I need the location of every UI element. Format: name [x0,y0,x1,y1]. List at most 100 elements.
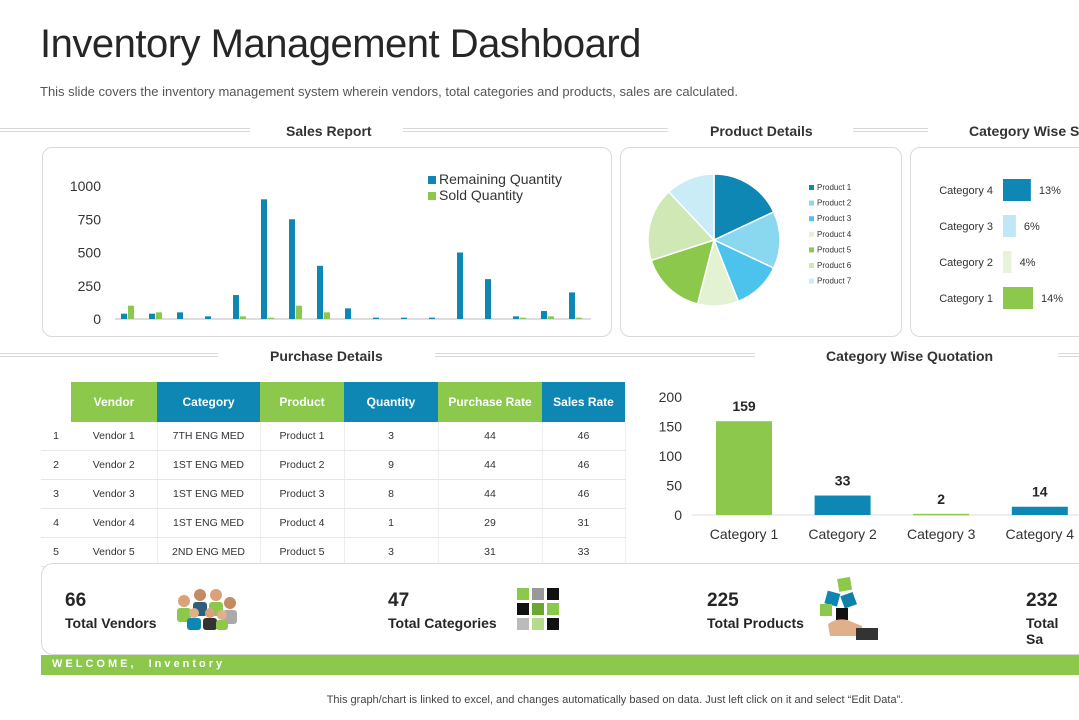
value-label: 13% [1039,185,1061,197]
bar-remaining [429,317,435,319]
table-cell: Vendor 2 [71,450,158,480]
category-label: Category 1 [939,293,993,305]
stat-value: 66 [65,590,87,611]
legend-swatch [809,278,814,284]
bar-remaining [205,316,211,319]
purchase-details-table: Vendor Category Product Quantity Purchase Ra… [41,382,626,567]
y-tick-label: 250 [78,278,102,294]
purchase-details-table-wrap: Vendor Category Product Quantity Purchase Ra… [41,382,626,567]
data-label: 14 [1032,484,1048,500]
product-details-heading: Product Details [710,123,813,139]
page-title: Inventory Management Dashboard [40,22,641,66]
table-cell: Vendor 1 [71,422,158,451]
row-index: 2 [41,450,71,480]
category-wise-sales-panel[interactable]: Category 4 13% Category 3 6% Category 2 4% Cat… [910,147,1079,337]
table-cell: 3 [344,422,439,451]
value-label: 6% [1024,221,1040,233]
table-cell: 44 [438,422,543,451]
bar-remaining [317,265,323,319]
legend-swatch [809,263,814,268]
column-header[interactable]: Sales Rate [542,382,625,422]
pie-slice [712,210,781,270]
pie-slice [713,173,775,242]
stat-vendors: 66 Total Vendors [65,590,157,631]
table-row[interactable]: 3 Vendor 3 1ST ENG MED Product 3 8 44 46 [41,479,626,509]
y-tick-label: 50 [666,478,682,494]
column-header[interactable]: Product [260,382,344,422]
people-group-icon [177,589,237,630]
category-wise-sales-heading: Category Wise Sa [969,123,1079,139]
category-bar [1003,215,1016,237]
category-label: Category 2 [939,257,993,269]
legend-label: Product 7 [817,277,852,286]
column-header[interactable]: Purchase Rate [438,382,542,422]
legend-label: Product 3 [817,214,852,223]
column-header[interactable]: Category [157,382,260,422]
category-label: Category 2 [808,526,877,542]
column-header[interactable]: Quantity [344,382,438,422]
product-details-panel[interactable]: Product 1 Product 2 Product 3 Product 4 Prod… [620,147,902,337]
category-bar [1003,179,1031,201]
sales-report-panel[interactable]: 1000 750 500 250 0 Remaining Quantity Sold Qua… [42,147,612,337]
bar-remaining [513,316,519,319]
table-cell: Vendor 4 [71,508,158,538]
stat-label: Total Categories [388,615,497,631]
bar-remaining [401,317,407,319]
stat-categories: 47 Total Categories [388,590,497,631]
pie-slice [647,190,716,262]
welcome-text: WELCOME, Inventory [52,658,226,670]
quotation-bar [814,495,871,515]
table-row[interactable]: 1 Vendor 1 7TH ENG MED Product 1 3 44 46 [41,422,626,451]
value-label: 4% [1020,257,1036,269]
legend-label: Product 6 [817,261,852,270]
y-tick-label: 750 [78,211,102,227]
table-cell: Product 4 [260,508,345,538]
table-row[interactable]: 2 Vendor 2 1ST ENG MED Product 2 9 44 46 [41,450,626,480]
table-cell: 33 [542,537,626,567]
bar-remaining [261,199,267,319]
table-cell: 2ND ENG MED [157,537,261,567]
category-label: Category 3 [939,221,993,233]
table-cell: 3 [344,537,439,567]
quotation-bar [1011,506,1068,515]
bar-sold [128,305,134,319]
bar-sold [240,316,246,319]
bar-remaining [373,317,379,319]
divider [1058,353,1079,357]
table-cell: Product 2 [260,450,345,480]
table-row[interactable]: 4 Vendor 4 1ST ENG MED Product 4 1 29 31 [41,508,626,538]
product-details-chart[interactable]: Product 1 Product 2 Product 3 Product 4 Prod… [621,148,903,338]
category-wise-sales-chart[interactable]: Category 4 13% Category 3 6% Category 2 4% Cat… [911,148,1079,338]
bar-remaining [289,219,295,319]
data-label: 33 [835,473,851,489]
stat-value: 225 [707,590,739,611]
bar-sold [296,305,302,319]
pie-slice [667,173,715,242]
bar-sold [576,317,582,319]
table-cell: 29 [438,508,543,538]
row-index: 4 [41,508,71,538]
legend-label: Product 5 [817,245,852,254]
stat-products: 225 Total Products [707,590,804,631]
table-row[interactable]: 5 Vendor 5 2ND ENG MED Product 5 3 31 33 [41,537,626,567]
table-cell: 9 [344,450,439,480]
bar-remaining [485,279,491,319]
table-cell: 8 [344,479,439,509]
legend-swatch [809,200,814,206]
divider [435,353,755,357]
table-cell: 44 [438,479,543,509]
bar-remaining [233,295,239,319]
legend-label: Product 2 [817,199,852,208]
legend-swatch [809,231,814,237]
category-wise-quotation-chart[interactable]: 200 150 100 50 0 159 Category 1 33 Category 2 2 Ca… [640,385,1079,550]
bar-remaining [121,313,127,319]
column-header[interactable]: Vendor [71,382,157,422]
legend-label: Product 4 [817,230,852,239]
bar-sold [520,317,526,319]
legend-label: Sold Quantity [439,187,523,203]
bar-sold [324,312,330,319]
table-cell: 1ST ENG MED [157,479,261,509]
stat-label: Total Products [707,615,804,631]
category-label: Category 1 [710,526,779,542]
